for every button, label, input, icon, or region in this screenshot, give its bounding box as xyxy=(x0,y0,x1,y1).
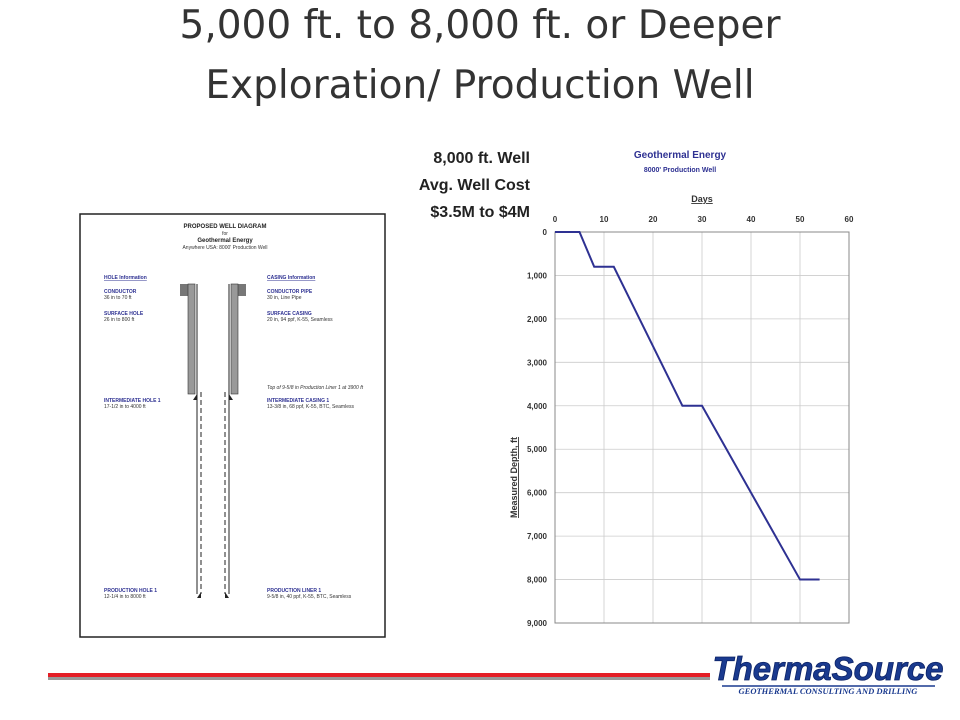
shoe xyxy=(229,394,233,400)
diagram-for: for xyxy=(222,231,228,237)
surface-casing xyxy=(187,283,196,395)
y-tick-label: 6,000 xyxy=(527,489,548,498)
y-tick-label: 3,000 xyxy=(527,358,548,367)
x-tick-label: 10 xyxy=(600,215,609,224)
surface-casing xyxy=(230,283,239,395)
hole-spec: 36 in to 70 ft xyxy=(104,295,132,301)
footer: ThermaSource GEOTHERMAL CONSULTING AND D… xyxy=(48,650,944,696)
x-tick-label: 20 xyxy=(649,215,658,224)
conductor xyxy=(180,284,190,296)
liner-note: Top of 9-5/8 in Production Liner 1 at 39… xyxy=(267,385,364,391)
x-tick-label: 30 xyxy=(698,215,707,224)
chart-title: Geothermal Energy xyxy=(634,150,727,161)
diagram-project: Geothermal Energy xyxy=(197,238,253,244)
hole-name: PRODUCTION HOLE 1 xyxy=(104,588,157,594)
hole-spec: 26 in to 800 ft xyxy=(104,317,135,323)
hole-name: SURFACE HOLE xyxy=(104,311,144,317)
logo: ThermaSource xyxy=(712,650,943,687)
x-tick-label: 60 xyxy=(845,215,854,224)
diagram-title: PROPOSED WELL DIAGRAM xyxy=(184,224,267,230)
y-tick-label: 7,000 xyxy=(527,532,548,541)
casing-name: INTERMEDIATE CASING 1 xyxy=(267,398,329,404)
x-tick-label: 50 xyxy=(796,215,805,224)
well-diagram: PROPOSED WELL DIAGRAM for Geothermal Ene… xyxy=(79,213,386,638)
casing-name: CONDUCTOR PIPE xyxy=(267,289,313,295)
hole-name: CONDUCTOR xyxy=(104,289,137,295)
plot-frame xyxy=(554,231,850,624)
cost-range: $3.5M to $4M xyxy=(430,204,530,221)
logo-tagline: GEOTHERMAL CONSULTING AND DRILLING xyxy=(739,686,919,696)
cost-label: Avg. Well Cost xyxy=(419,177,531,194)
shoe xyxy=(193,394,197,400)
casing-name: PRODUCTION LINER 1 xyxy=(267,588,321,594)
casing-spec: 9-5/8 in, 40 ppf, K-55, BTC, Seamless xyxy=(267,594,352,600)
y-tick-label: 5,000 xyxy=(527,445,548,454)
data-line xyxy=(555,231,820,581)
x-tick-label: 0 xyxy=(553,215,558,224)
y-tick-label: 0 xyxy=(543,228,548,237)
y-tick-label: 1,000 xyxy=(527,271,548,280)
shoe xyxy=(225,592,229,598)
y-tick-label: 9,000 xyxy=(527,619,548,628)
hole-name: INTERMEDIATE HOLE 1 xyxy=(104,398,161,404)
chart-subtitle: 8000' Production Well xyxy=(644,167,716,174)
y-tick-label: 8,000 xyxy=(527,576,548,585)
well-schematic xyxy=(180,283,246,598)
casing-spec: 20 in, 94 ppf, K-55, Seamless xyxy=(267,317,333,323)
y-tick-label: 4,000 xyxy=(527,402,548,411)
conductor xyxy=(236,284,246,296)
hole-spec: 17-1/2 in to 4000 ft xyxy=(104,404,146,410)
casing-spec: 30 in, Line Pipe xyxy=(267,295,302,301)
x-axis-label: Days xyxy=(691,194,713,204)
diagram-location: Anywhere USA: 8000' Production Well xyxy=(182,245,267,251)
casing-header: CASING Information xyxy=(267,275,315,281)
slide-title: Exploration/ Production Well xyxy=(205,63,754,108)
y-axis-label: Measured Depth, ft xyxy=(509,437,519,518)
well-label: 8,000 ft. Well xyxy=(433,150,530,167)
slide-title: 5,000 ft. to 8,000 ft. or Deeper xyxy=(180,3,782,48)
y-tick-label: 2,000 xyxy=(527,315,548,324)
hole-spec: 12-1/4 in to 8000 ft xyxy=(104,594,146,600)
hole-header: HOLE Information xyxy=(104,275,147,281)
casing-name: SURFACE CASING xyxy=(267,311,312,317)
casing-spec: 13-3/8 in, 68 ppf, K-55, BTC, Seamless xyxy=(267,404,354,410)
shoe xyxy=(197,592,201,598)
x-tick-label: 40 xyxy=(747,215,756,224)
